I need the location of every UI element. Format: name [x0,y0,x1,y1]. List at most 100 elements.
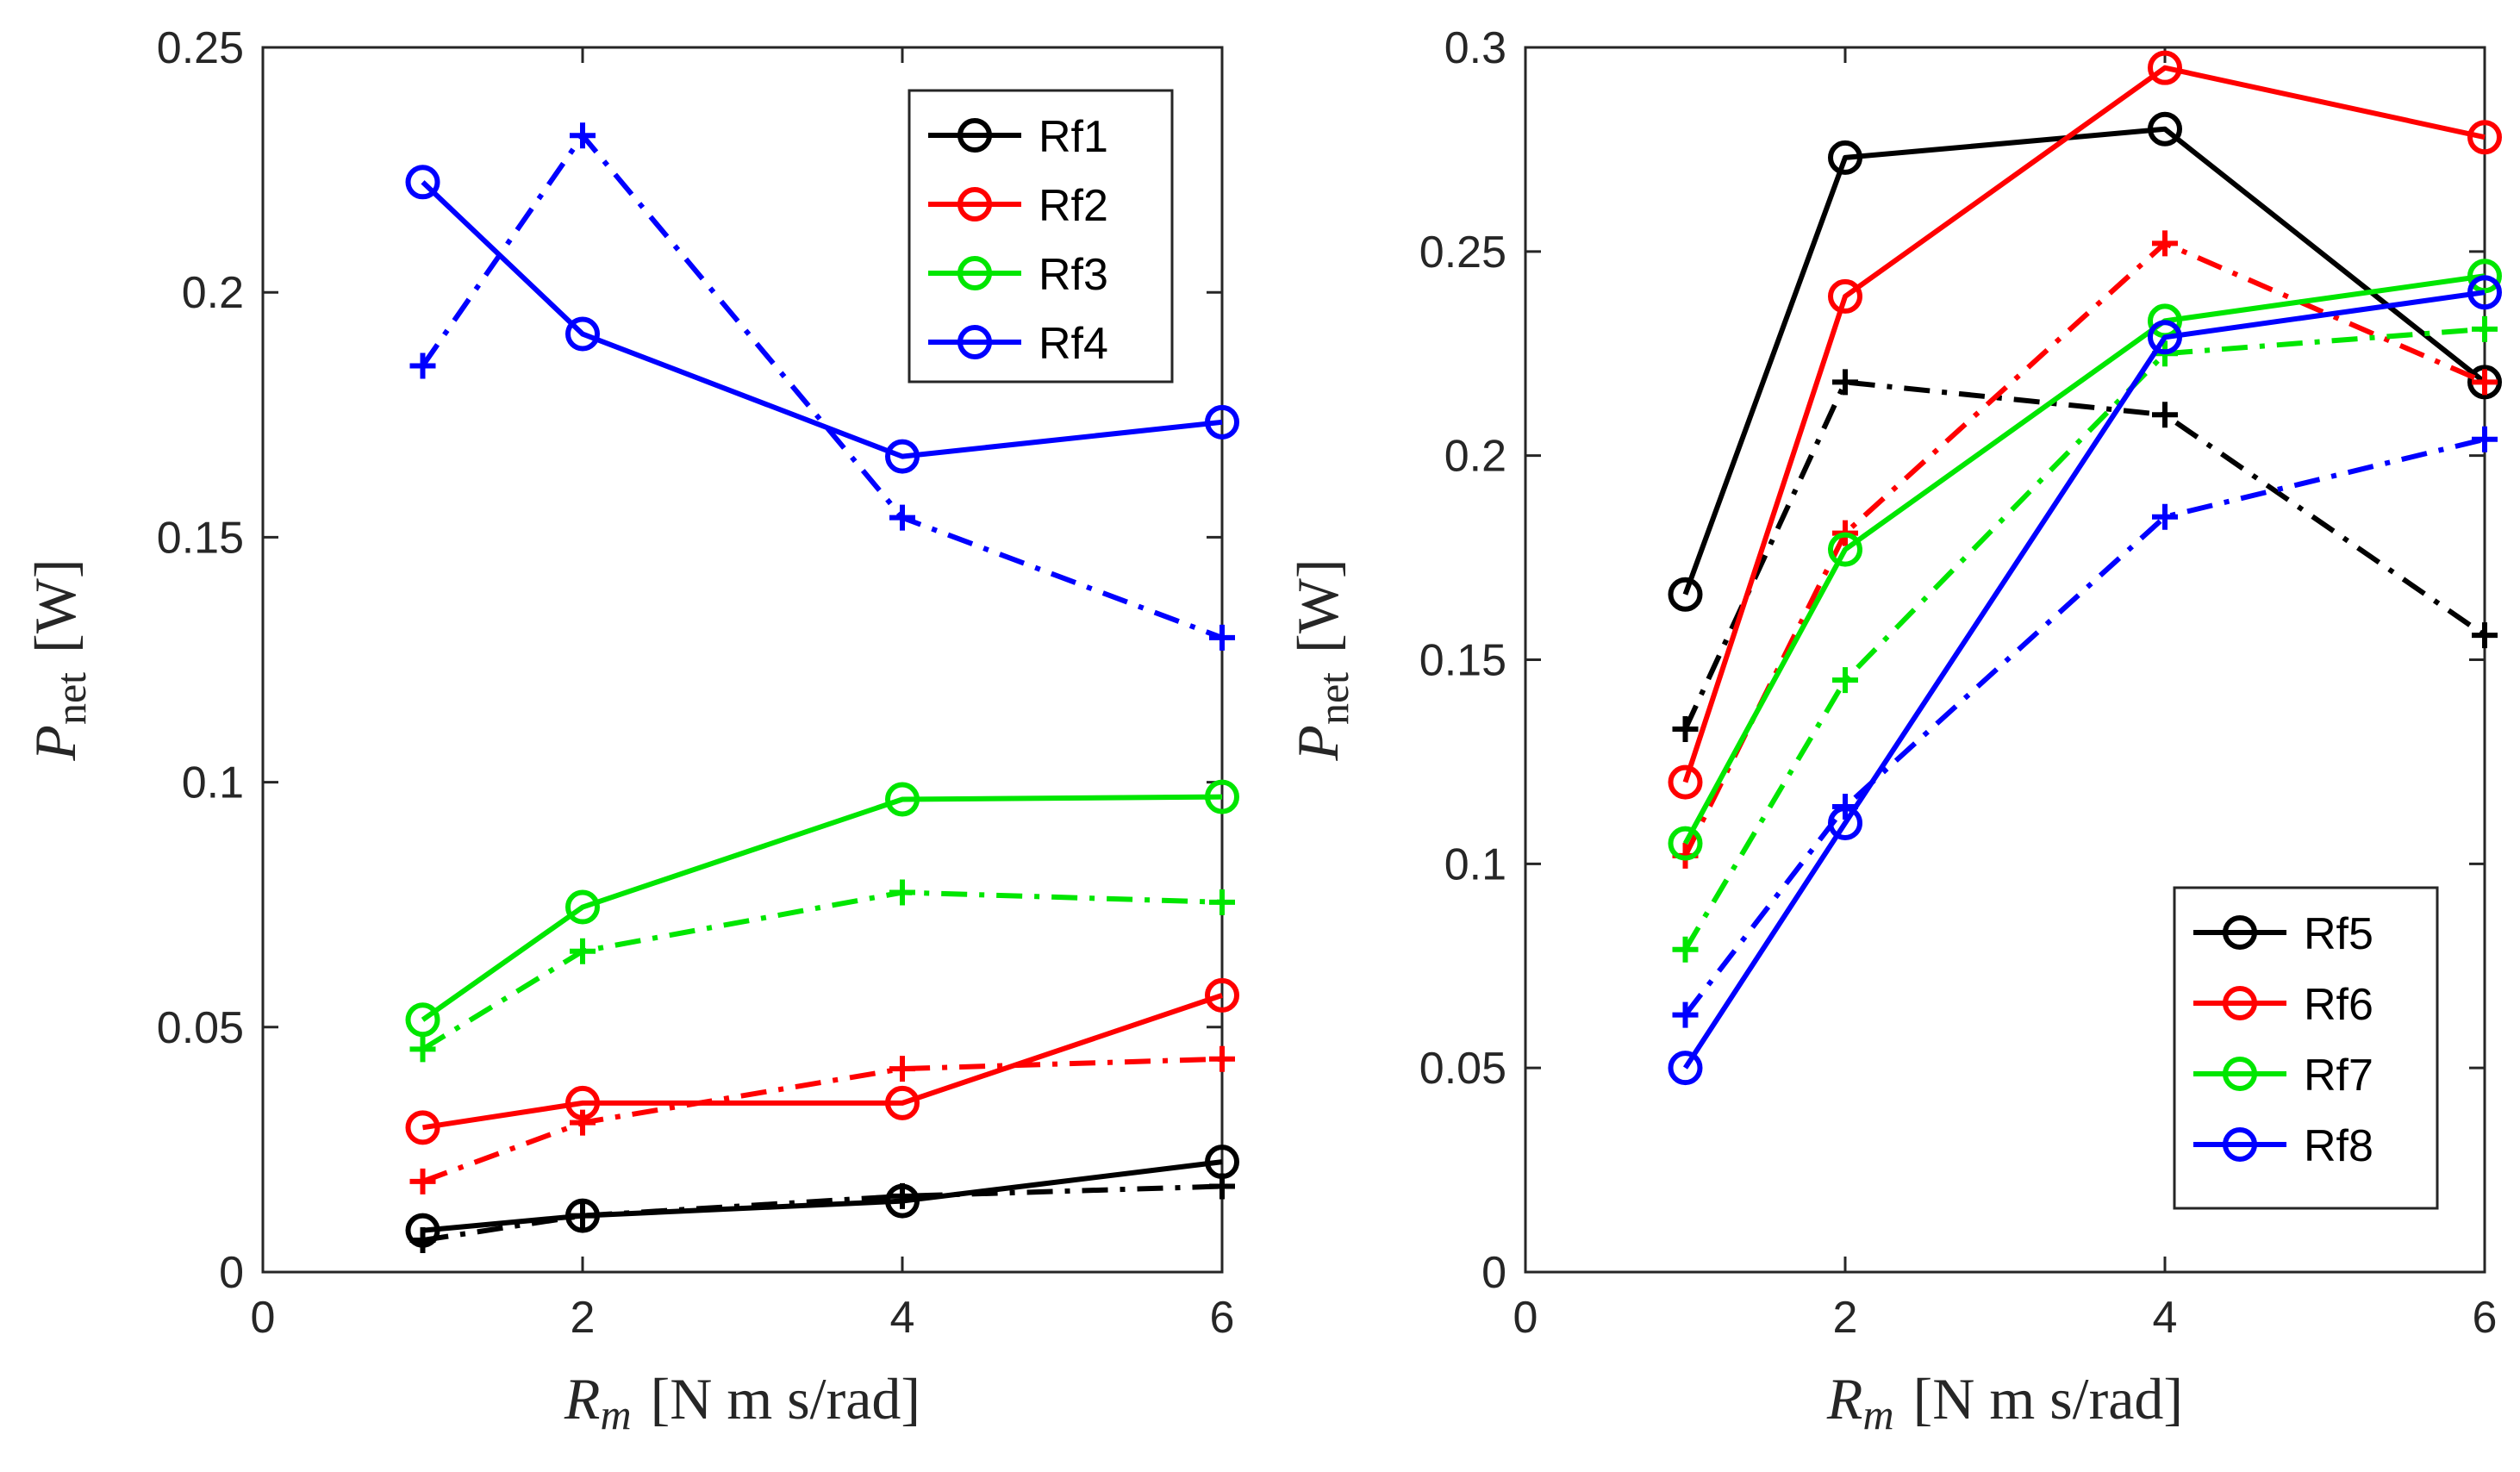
x-tick-label: 0 [1513,1293,1538,1343]
series-line-solid-rf7 [1682,273,2486,845]
legend-circle-marker [2223,1127,2257,1162]
circle-marker [1668,577,1703,612]
y-tick-label: 0 [1481,1248,1506,1298]
y-tick-label: 0.2 [1444,432,1506,482]
plus-marker [570,1202,596,1229]
y-tick-label: 0.1 [182,758,244,808]
x-tick-label: 4 [2153,1293,2178,1343]
legend-circle-marker [957,187,992,221]
circle-marker [885,782,920,817]
series-rf3 [405,779,1239,1063]
plus-marker [1672,1001,1699,1028]
x-axis-subscript: m [1862,1390,1893,1438]
x-axis-subscript: m [600,1390,631,1438]
circle-marker [1668,764,1703,800]
circle-marker [405,1213,440,1248]
x-axis-label: Rm [N m s/rad] [1826,1366,2183,1438]
y-tick-label: 0.15 [157,513,244,563]
circle-marker [1828,532,1862,567]
legend-circle-marker [957,256,992,290]
circle-marker [1205,1145,1239,1180]
series-rf5 [1668,111,2502,743]
circle-marker [405,1110,440,1145]
plus-marker [889,1056,915,1082]
legend-circle-marker [2223,1057,2257,1091]
plus-marker [2472,315,2498,342]
y-axis-symbol: P [1285,725,1350,762]
series-rf7 [1668,259,2502,963]
series-line-dashdot-rf3 [421,889,1223,1051]
y-axis-subscript: net [47,672,95,725]
x-axis-symbol: R [1826,1366,1863,1431]
plus-marker [1832,369,1858,396]
y-tick-label: 0.1 [1444,839,1506,889]
plus-marker [1672,716,1699,743]
x-axis-unit: [N m s/rad] [1913,1366,2183,1431]
x-tick-label: 6 [1210,1293,1235,1343]
left-chart-panel: 0 2 4 6 0 0.05 0.1 0.15 0.2 0.25 Rm [N m s/rad] Pnet… [22,23,1239,1438]
plus-marker [889,879,915,906]
x-tick-label: 0 [251,1293,276,1343]
plus-marker [2152,230,2178,257]
legend-box [2173,886,2439,1210]
x-tick-label: 4 [890,1293,915,1343]
legend-item-rf5: Rf5 [2193,909,2373,959]
plus-marker [2472,369,2498,396]
x-axis-label: Rm [N m s/rad] [564,1366,920,1438]
circle-marker [1205,779,1239,814]
circle-marker [2467,120,2502,155]
plus-marker [1209,889,1235,915]
circle-marker [2467,259,2502,294]
circle-marker [2148,50,2182,85]
series-rf2 [405,977,1239,1194]
circle-marker [405,165,440,200]
x-tick-label: 2 [1833,1293,1858,1343]
circle-marker [565,889,600,925]
legend-label: Rf2 [1039,181,1108,231]
legend-item-rf7: Rf7 [2193,1051,2373,1101]
circle-marker [2467,275,2502,310]
circle-marker [1205,977,1239,1013]
y-tick-label: 0.25 [1419,228,1506,278]
circle-marker [885,1183,920,1219]
plus-marker [1209,1045,1235,1072]
y-axis-label: Pnet [W] [22,558,95,761]
circle-marker [1205,404,1239,440]
plus-marker [1832,667,1858,694]
plus-marker [570,122,596,149]
plus-marker [2152,402,2178,428]
series-rf8 [1668,275,2502,1086]
circle-marker [2148,320,2182,355]
series-line-solid-rf2 [422,993,1223,1131]
circle-marker [1668,826,1703,861]
legend-label: Rf4 [1039,319,1108,369]
plus-marker [570,1109,596,1136]
y-tick-label: 0.05 [1419,1044,1506,1094]
series-line-dashdot-rf5 [1682,379,2486,731]
legend-item-rf3: Rf3 [928,250,1108,300]
circle-marker [1828,805,1862,840]
x-tick-label: 6 [2473,1293,2498,1343]
right-chart-panel: 0 2 4 6 0 0.05 0.1 0.15 0.2 0.25 0.3 Rm [N m s/rad] P… [1285,23,2502,1438]
plus-marker [409,1036,436,1063]
circle-marker [2467,365,2502,400]
legend-item-rf1: Rf1 [928,112,1108,162]
y-axis-label: Pnet [W] [1285,558,1357,761]
series-line-solid-rf4 [421,180,1223,459]
series-line-dashdot-rf1 [422,1183,1223,1244]
circle-marker [885,1085,920,1120]
legend-label: Rf3 [1039,250,1108,300]
y-tick-label: 0 [219,1248,244,1298]
plus-marker [409,352,436,379]
plus-marker [409,1168,436,1194]
plus-marker [2472,426,2498,452]
legend-circle-marker [2223,915,2257,950]
series-line-solid-rf3 [421,794,1223,1022]
y-axis-unit: [W] [22,558,88,652]
series-line-solid-rf5 [1682,126,2486,596]
circle-marker [1668,1051,1703,1086]
series-line-solid-rf1 [422,1159,1223,1233]
series-line-solid-rf8 [1682,290,2486,1070]
circle-marker [565,1085,600,1120]
